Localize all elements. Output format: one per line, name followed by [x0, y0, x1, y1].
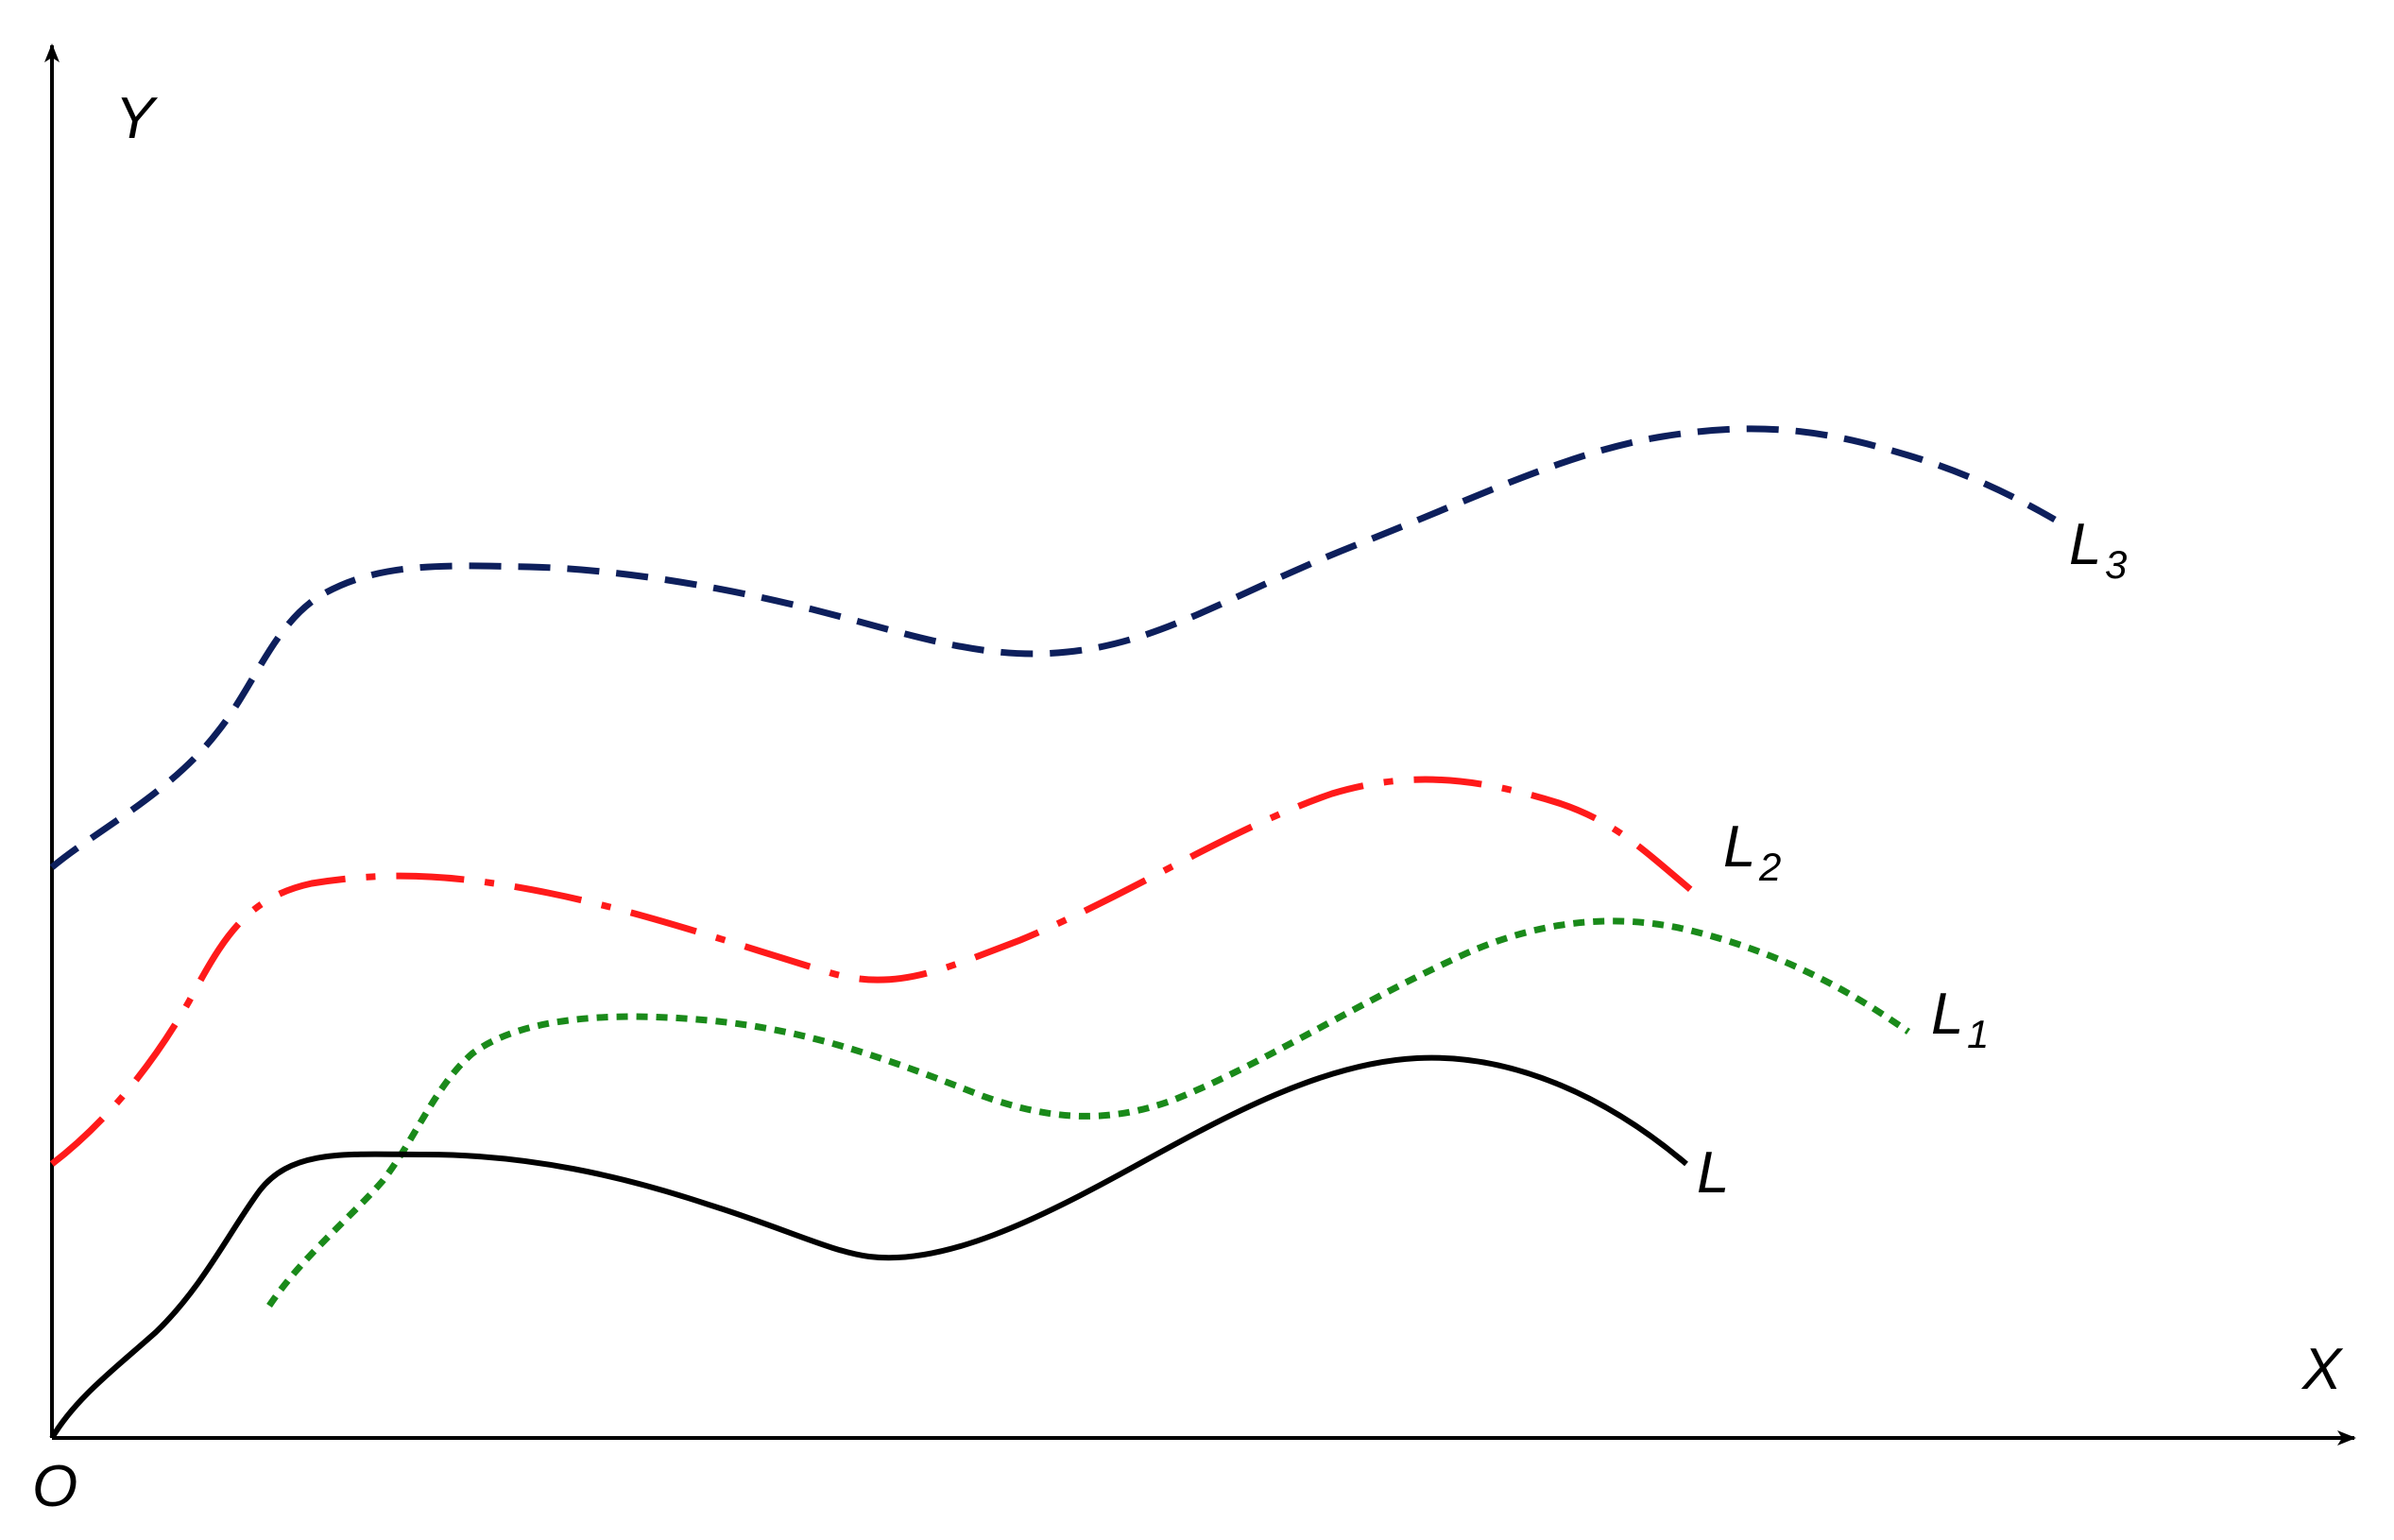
svg-text:2: 2: [1758, 845, 1781, 889]
curve-l3: [49, 425, 2057, 870]
curve-l2: [49, 776, 1694, 1167]
svg-text:1: 1: [1967, 1012, 1989, 1056]
svg-text:L: L: [2069, 512, 2101, 577]
curve-label-l1: L 1: [1931, 982, 1989, 1056]
curve-l: [49, 1054, 1688, 1440]
origin-label: O: [32, 1454, 77, 1519]
curve-l1: [266, 917, 1911, 1308]
x-axis-label: X: [2300, 1337, 2344, 1402]
curve-label-l3: L 3: [2069, 512, 2127, 587]
curve-label-l2: L 2: [1723, 814, 1781, 889]
svg-text:L: L: [1931, 982, 1963, 1047]
curve-label-l: L: [1697, 1140, 1729, 1206]
y-axis-label: Y: [115, 86, 159, 151]
svg-text:3: 3: [2105, 542, 2127, 587]
svg-text:L: L: [1697, 1140, 1729, 1206]
svg-text:L: L: [1723, 814, 1755, 880]
